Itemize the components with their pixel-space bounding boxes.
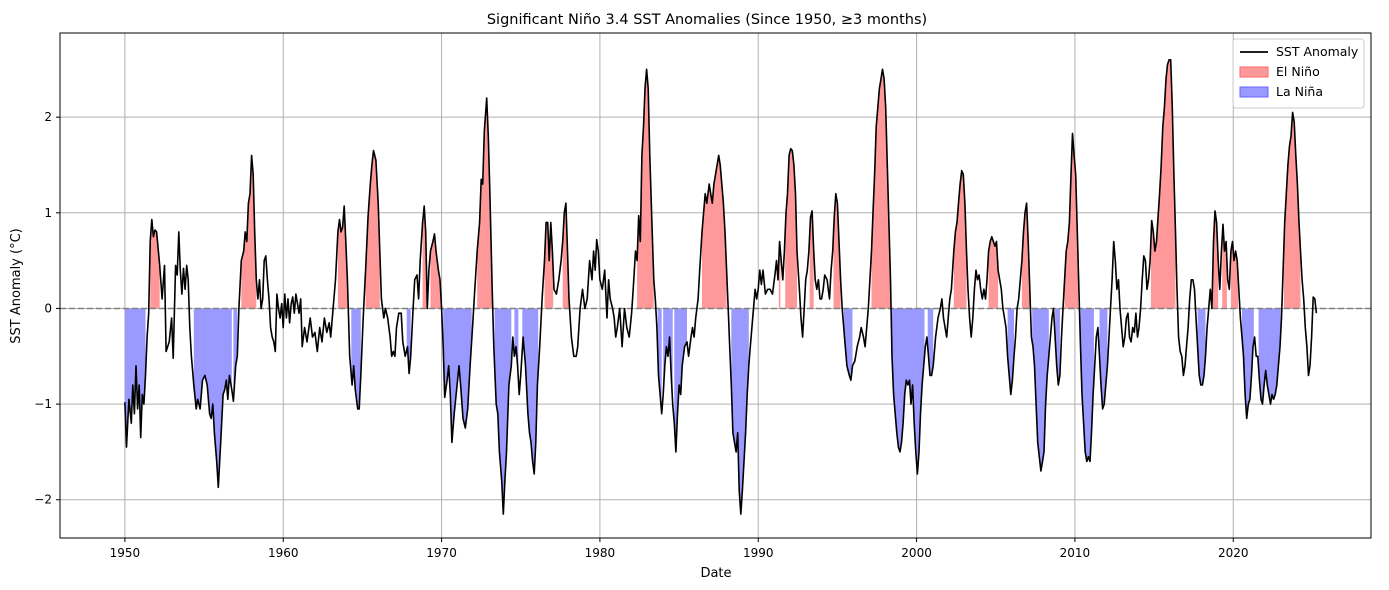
sst-anomaly-line bbox=[124, 59, 1318, 515]
la-nina-region bbox=[892, 308, 925, 474]
el-nino-region bbox=[544, 222, 554, 309]
el-nino-region bbox=[562, 203, 569, 309]
la-nina-region bbox=[522, 308, 539, 474]
x-tick-label: 1990 bbox=[743, 546, 774, 560]
el-nino-region bbox=[1230, 241, 1238, 309]
y-axis-ticks: −2 −1 0 1 2 bbox=[34, 110, 60, 507]
la-nina-region bbox=[731, 308, 749, 515]
x-tick-label: 1960 bbox=[268, 546, 299, 560]
el-nino-region bbox=[637, 69, 654, 309]
la-nina-region bbox=[193, 308, 232, 488]
legend-la-nina-swatch bbox=[1239, 86, 1269, 98]
y-tick-label: 1 bbox=[44, 206, 52, 220]
x-tick-label: 2010 bbox=[1060, 546, 1091, 560]
y-tick-label: −2 bbox=[34, 493, 52, 507]
la-nina-region bbox=[657, 308, 662, 414]
la-nina-region bbox=[1258, 308, 1281, 405]
la-nina-region bbox=[351, 308, 361, 409]
legend: SST Anomaly El Niño La Niña bbox=[1232, 38, 1365, 109]
y-axis-label: SST Anomaly (°C) bbox=[9, 228, 24, 343]
la-nina-region bbox=[1099, 308, 1108, 409]
el-nino-region bbox=[1064, 133, 1079, 309]
plot-area-frame bbox=[59, 32, 1372, 539]
legend-label-la-nina: La Niña bbox=[1276, 84, 1323, 99]
x-tick-label: 2000 bbox=[901, 546, 932, 560]
x-tick-label: 1970 bbox=[426, 546, 457, 560]
el-nino-region bbox=[953, 170, 967, 309]
la-nina-region bbox=[406, 308, 411, 374]
la-nina-region bbox=[1055, 308, 1060, 385]
el-nino-region bbox=[1283, 112, 1301, 309]
el-nino-region bbox=[430, 233, 442, 309]
y-tick-label: −1 bbox=[34, 397, 52, 411]
x-tick-label: 1980 bbox=[585, 546, 616, 560]
la-nina-region bbox=[663, 308, 673, 405]
legend-label-sst-anomaly: SST Anomaly bbox=[1276, 44, 1359, 59]
la-nina-region bbox=[843, 308, 853, 381]
la-nina-region bbox=[1242, 308, 1254, 419]
el-nino-region bbox=[785, 148, 797, 309]
chart-title: Significant Niño 3.4 SST Anomalies (Sinc… bbox=[487, 12, 927, 28]
la-nina-region bbox=[494, 308, 512, 515]
x-tick-label: 2020 bbox=[1218, 546, 1249, 560]
legend-label-el-nino: El Niño bbox=[1276, 64, 1320, 79]
legend-el-nino-swatch bbox=[1239, 66, 1269, 78]
el-nino-region bbox=[365, 150, 380, 309]
el-nino-region bbox=[833, 193, 841, 309]
x-tick-label: 1950 bbox=[110, 546, 141, 560]
el-nino-region bbox=[241, 155, 257, 309]
anomaly-shading bbox=[124, 59, 1301, 515]
x-axis-ticks: 1950 1960 1970 1980 1990 2000 2010 2020 bbox=[110, 538, 1249, 560]
x-axis-label: Date bbox=[700, 566, 731, 581]
el-nino-region bbox=[988, 236, 999, 309]
la-nina-region bbox=[1197, 308, 1206, 385]
y-tick-label: 0 bbox=[44, 301, 52, 315]
y-tick-label: 2 bbox=[44, 110, 52, 124]
el-nino-region bbox=[1150, 59, 1176, 309]
